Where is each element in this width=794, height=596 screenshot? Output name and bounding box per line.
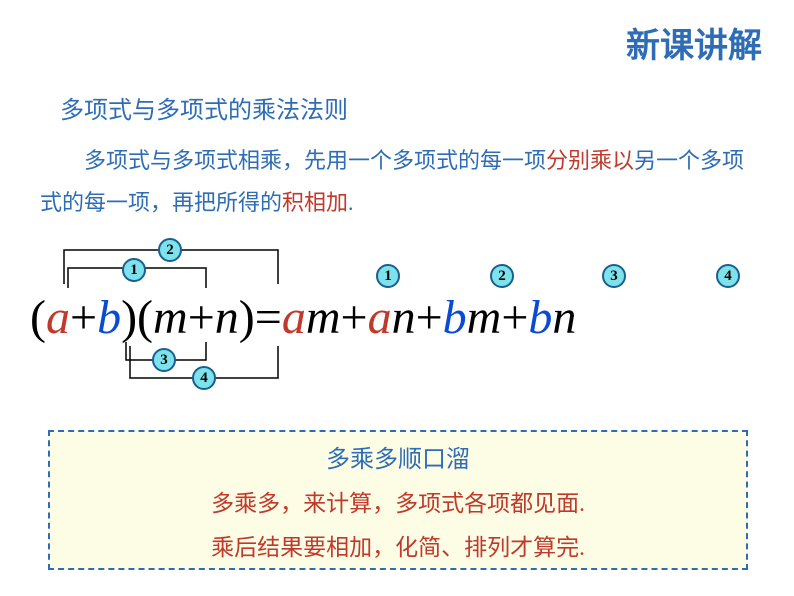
section-title: 多项式与多项式的乘法法则 [60, 90, 348, 125]
desc-hl1: 分别乘以 [546, 148, 634, 173]
exp-p3: + [501, 291, 528, 344]
badge-right-4: 4 [716, 264, 740, 288]
exp-m1: m [306, 291, 341, 344]
badge-left-3: 3 [152, 348, 176, 372]
lparen1: ( [30, 291, 46, 344]
plus1: + [70, 291, 97, 344]
badge-left-2: 2 [158, 238, 182, 262]
exp-b1: b [443, 291, 467, 344]
plus2: + [188, 291, 215, 344]
mnemonic-box: 多乘多顺口溜 多乘多，来计算，多项式各项都见面. 乘后结果要相加，化简、排列才算… [48, 430, 748, 570]
exp-p2: + [416, 291, 443, 344]
badge-left-1: 1 [122, 258, 146, 282]
exp-a1: a [282, 291, 306, 344]
term-b: b [97, 291, 121, 344]
badge-right-2: 2 [490, 264, 514, 288]
exp-n2: n [552, 291, 576, 344]
bracket-bottom-svg [30, 340, 330, 390]
equals: = [255, 291, 282, 344]
header-title: 新课讲解 [626, 18, 762, 67]
exp-m2: m [467, 291, 502, 344]
badge-left-4: 4 [192, 366, 216, 390]
badge-right-1: 1 [376, 264, 400, 288]
exp-b2: b [528, 291, 552, 344]
formula-expression: (a+b)(m+n)=am+an+bm+bn [30, 290, 576, 345]
exp-a2: a [368, 291, 392, 344]
exp-n1: n [392, 291, 416, 344]
rule-description: 多项式与多项式相乘，先用一个多项式的每一项分别乘以另一个多项式的每一项，再把所得… [40, 140, 754, 224]
desc-hl2: 积相加 [282, 190, 348, 215]
term-n: n [215, 291, 239, 344]
formula-area: 2 1 3 4 1 2 3 4 (a+b)(m+n)=am+an+bm+bn [30, 240, 770, 380]
badge-right-3: 3 [602, 264, 626, 288]
rparen1: ) [121, 291, 137, 344]
rparen2: ) [239, 291, 255, 344]
term-m: m [153, 291, 188, 344]
lparen2: ( [137, 291, 153, 344]
mnemonic-line1: 多乘多，来计算，多项式各项都见面. [211, 484, 585, 518]
desc-period: . [348, 190, 354, 215]
exp-p1: + [341, 291, 368, 344]
desc-p1: 多项式与多项式相乘，先用一个多项式的每一项 [84, 148, 546, 173]
mnemonic-line2: 乘后结果要相加，化简、排列才算完. [211, 528, 585, 562]
mnemonic-title: 多乘多顺口溜 [326, 439, 470, 474]
term-a: a [46, 291, 70, 344]
